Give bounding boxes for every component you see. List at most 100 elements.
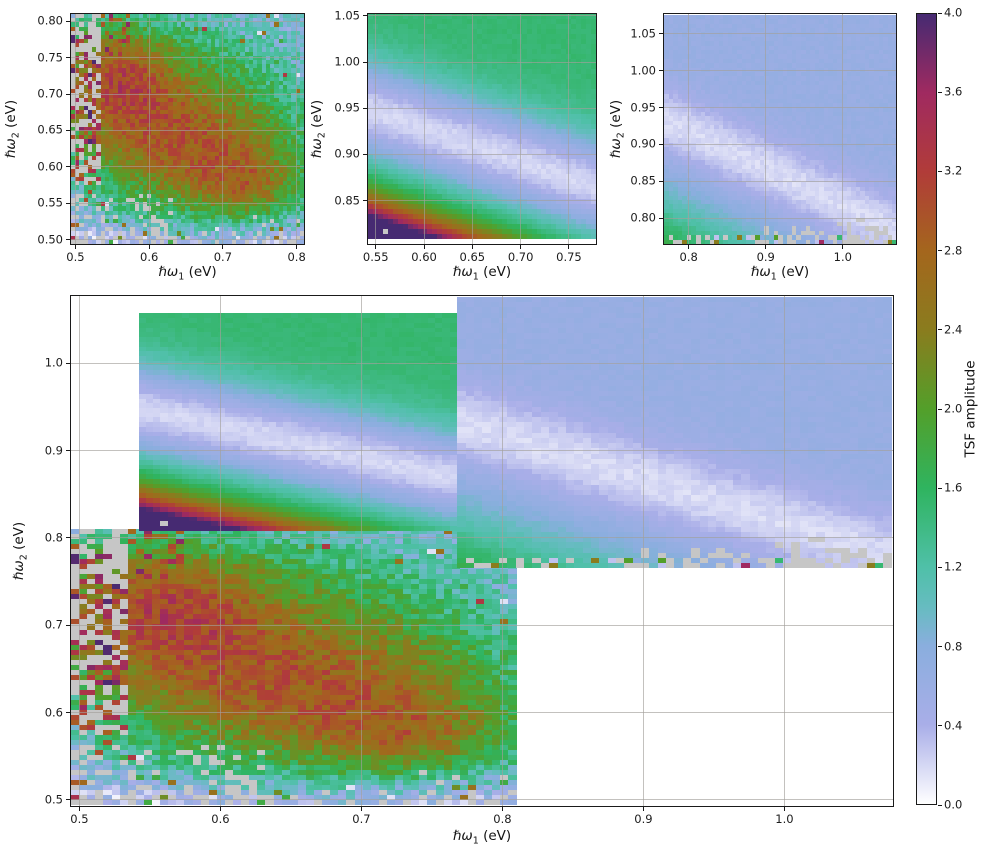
x-tick-label: 1.0: [833, 250, 852, 264]
x-tick-label: 1.0: [775, 812, 794, 826]
y-tick-mark: [363, 15, 367, 17]
colorbar-tick-mark: [938, 91, 942, 93]
colorbar-tick-label: 0.0: [944, 797, 963, 812]
gridline: [501, 296, 503, 806]
y-tick-mark: [363, 61, 367, 63]
x-tick-label: 0.65: [459, 250, 486, 264]
y-tick-label: 0.65: [37, 122, 63, 137]
gridline: [368, 61, 596, 63]
x-tick-mark: [375, 245, 377, 249]
x-tick-mark: [74, 245, 76, 249]
y-tick-label: 0.95: [334, 100, 360, 115]
gridline: [765, 14, 767, 244]
x-tick-label: 0.8: [287, 250, 306, 264]
gridline: [568, 14, 570, 244]
panel-top-right: ℏω1 (eV) ℏω2 (eV) 0.8 0.9 1.0 0.80 0.85 0.90 0…: [608, 13, 897, 282]
colorbar-tick-label: 2.0: [944, 401, 963, 416]
y-tick-label: 0.60: [37, 159, 63, 174]
y-tick-mark: [66, 93, 70, 95]
y-tick-mark: [659, 70, 663, 72]
gridline: [368, 153, 596, 155]
gridline: [71, 129, 304, 131]
heatmap-canvas-top-left: [71, 14, 304, 244]
x-tick-mark: [360, 807, 362, 811]
gridline: [368, 15, 596, 17]
gridline: [71, 93, 304, 95]
y-tick-mark: [66, 129, 70, 131]
x-tick-mark: [842, 245, 844, 249]
y-tick-label: 0.80: [37, 13, 63, 28]
y-tick-mark: [66, 712, 70, 714]
colorbar-tick-mark: [938, 804, 942, 806]
y-tick-mark: [66, 537, 70, 539]
colorbar-tick-mark: [938, 646, 942, 648]
panel-top-middle: ℏω1 (eV) ℏω2 (eV) 0.55 0.60 0.65 0.70 0.75 0.…: [309, 10, 597, 282]
x-tick-mark: [642, 807, 644, 811]
gridline: [423, 14, 425, 244]
y-tick-label: 0.55: [37, 195, 63, 210]
gridline: [664, 143, 896, 145]
y-tick-mark: [66, 57, 70, 59]
x-axis-label: ℏω1 (eV): [452, 828, 512, 847]
y-tick-label: 0.90: [334, 146, 360, 161]
colorbar-tick-mark: [938, 329, 942, 331]
y-tick-mark: [659, 180, 663, 182]
y-tick-label: 0.9: [44, 442, 63, 457]
gridline: [71, 166, 304, 168]
x-tick-label: 0.5: [66, 250, 85, 264]
gridline: [360, 296, 362, 806]
y-tick-label: 0.5: [44, 792, 63, 807]
x-tick-label: 0.8: [679, 250, 698, 264]
x-tick-label: 0.8: [493, 812, 512, 826]
gridline: [642, 296, 644, 806]
x-tick-label: 0.55: [362, 250, 389, 264]
colorbar-tick-label: 3.6: [944, 84, 963, 99]
y-tick-mark: [659, 107, 663, 109]
x-tick-mark: [501, 807, 503, 811]
x-axis-label: ℏω1 (eV): [452, 264, 512, 283]
gridline: [664, 180, 896, 182]
colorbar-tick-mark: [938, 566, 942, 568]
gridline: [71, 537, 893, 539]
colorbar: TSF amplitude 0.0 0.4 0.8 1.2 1.6 2.0 2.4 2.8 3.…: [916, 7, 978, 810]
x-tick-mark: [219, 807, 221, 811]
gridline: [71, 712, 893, 714]
gridline: [71, 57, 304, 59]
y-tick-label: 0.7: [44, 617, 63, 632]
x-tick-mark: [78, 807, 80, 811]
x-tick-label: 0.6: [211, 812, 230, 826]
y-tick-mark: [66, 20, 70, 22]
x-tick-label: 0.6: [140, 250, 159, 264]
colorbar-label: TSF amplitude: [962, 360, 979, 458]
y-tick-label: 0.50: [37, 231, 63, 246]
gridline: [471, 14, 473, 244]
y-tick-label: 0.6: [44, 704, 63, 719]
y-axis-label: ℏω2 (eV): [308, 99, 328, 159]
y-tick-mark: [66, 166, 70, 168]
heatmap-canvas-composite: [71, 296, 893, 806]
y-tick-mark: [66, 202, 70, 204]
y-tick-label: 0.85: [334, 192, 360, 207]
x-tick-mark: [148, 245, 150, 249]
x-tick-mark: [520, 245, 522, 249]
x-tick-label: 0.5: [70, 812, 89, 826]
gridline: [71, 450, 893, 452]
gridline: [664, 107, 896, 109]
x-tick-label: 0.60: [411, 250, 437, 264]
x-tick-label: 0.7: [213, 250, 233, 264]
colorbar-tick-mark: [938, 408, 942, 410]
x-tick-mark: [471, 245, 473, 249]
gridline: [74, 14, 76, 244]
colorbar-tick-label: 1.6: [944, 480, 963, 495]
colorbar-tick-mark: [938, 725, 942, 727]
y-tick-label: 0.80: [630, 210, 656, 225]
gridline: [71, 799, 893, 801]
gridline: [664, 33, 896, 35]
x-tick-label: 0.7: [352, 812, 371, 826]
y-axis-label: ℏω2 (eV): [607, 99, 627, 159]
x-axis-label: ℏω1 (eV): [158, 264, 217, 283]
y-tick-label: 0.75: [37, 49, 63, 64]
colorbar-tick-label: 2.8: [944, 242, 963, 257]
x-tick-mark: [296, 245, 298, 249]
